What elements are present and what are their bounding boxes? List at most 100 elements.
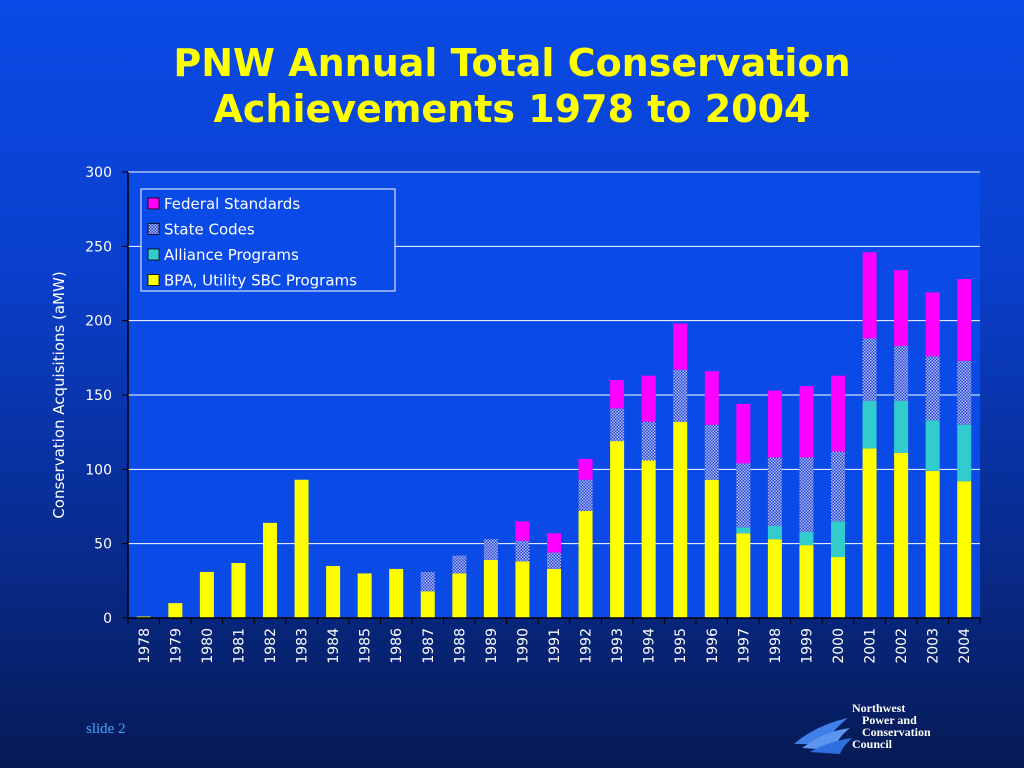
bar-stack-1996 xyxy=(704,371,719,618)
bar-bpa-1992 xyxy=(578,510,593,618)
legend-swatch-bpa xyxy=(147,274,160,286)
bar-state-1992 xyxy=(578,479,593,511)
bar-stack-2002 xyxy=(894,270,909,618)
x-tick-label-1994: 1994 xyxy=(642,628,658,664)
x-tick-label-1983: 1983 xyxy=(295,628,311,664)
x-tick-label-1984: 1984 xyxy=(326,628,342,664)
bar-stack-1997 xyxy=(736,403,751,618)
bar-alliance-1999 xyxy=(799,531,814,546)
bar-stack-1982 xyxy=(263,522,277,618)
bar-bpa-1984 xyxy=(326,565,341,618)
bar-stack-2000 xyxy=(831,375,845,618)
bar-bpa-1986 xyxy=(389,568,404,618)
bar-federal-1999 xyxy=(799,386,814,458)
legend-label-bpa: BPA, Utility SBC Programs xyxy=(164,272,357,290)
x-tick-label-1990: 1990 xyxy=(515,628,531,664)
bar-alliance-2002 xyxy=(894,400,909,453)
bar-alliance-2003 xyxy=(925,420,940,471)
bar-stack-1980 xyxy=(199,571,214,618)
bar-bpa-1985 xyxy=(357,573,372,618)
bar-stack-1992 xyxy=(578,458,593,618)
bar-bpa-1980 xyxy=(199,571,214,618)
y-tick-label-0: 0 xyxy=(103,611,112,627)
bar-stack-1979 xyxy=(168,603,183,618)
bar-bpa-1989 xyxy=(483,560,498,618)
x-tick-label-1985: 1985 xyxy=(358,628,374,664)
bar-bpa-1988 xyxy=(452,573,467,618)
x-tick-label-1982: 1982 xyxy=(263,628,279,664)
legend-swatch-alliance xyxy=(147,248,160,261)
y-tick-label-50: 50 xyxy=(94,537,112,553)
legend-box xyxy=(140,188,396,292)
bar-federal-1996 xyxy=(704,371,719,425)
y-axis-title: Conservation Acquisitions (aMW) xyxy=(50,271,68,518)
bar-alliance-2001 xyxy=(862,400,877,449)
bar-stack-2001 xyxy=(862,252,877,618)
council-name-line-2: Power and xyxy=(862,713,917,727)
bar-state-1988 xyxy=(452,555,467,574)
bar-bpa-1983 xyxy=(294,479,309,618)
legend: Federal Standards State Codes Alliance Pro… xyxy=(140,188,396,292)
x-tick-label-1991: 1991 xyxy=(547,628,563,664)
bar-state-1990 xyxy=(515,540,530,562)
bar-state-1999 xyxy=(799,457,814,532)
x-tick-label-1979: 1979 xyxy=(168,628,184,664)
x-tick-label-1988: 1988 xyxy=(452,628,468,664)
y-tick-label-100: 100 xyxy=(85,462,112,478)
bar-state-2001 xyxy=(862,338,877,401)
bar-bpa-2001 xyxy=(862,448,877,618)
bar-bpa-1979 xyxy=(168,603,183,618)
bar-alliance-2000 xyxy=(831,521,845,558)
bar-federal-1992 xyxy=(578,458,593,480)
bar-state-1989 xyxy=(483,539,498,561)
bar-bpa-1991 xyxy=(547,568,561,618)
council-name-line-3: Conservation xyxy=(862,725,931,739)
axes xyxy=(122,171,980,624)
x-tick-label-2000: 2000 xyxy=(831,628,847,664)
x-tick-label-1980: 1980 xyxy=(200,628,216,664)
bar-stack-1994 xyxy=(641,375,656,618)
x-tick-label-1999: 1999 xyxy=(799,628,815,664)
bar-bpa-1995 xyxy=(673,421,688,618)
x-tick-label-1978: 1978 xyxy=(137,628,153,664)
bar-alliance-2004 xyxy=(957,424,972,482)
bar-bpa-1993 xyxy=(610,441,625,618)
x-tick-label-1998: 1998 xyxy=(768,628,784,664)
bar-state-1991 xyxy=(547,552,561,569)
slide-title: PNW Annual Total Conservation Achievemen… xyxy=(0,40,1024,132)
bar-federal-1994 xyxy=(641,375,656,422)
bar-bpa-2002 xyxy=(894,452,909,618)
bar-bpa-1998 xyxy=(767,539,782,618)
bar-state-1997 xyxy=(736,463,751,528)
x-tick-label-2002: 2002 xyxy=(894,628,910,664)
bar-state-1993 xyxy=(610,408,625,442)
council-name: Northwest Power and Conservation Council xyxy=(852,702,931,750)
x-tick-label-1995: 1995 xyxy=(673,628,689,664)
bar-bpa-1981 xyxy=(231,562,246,618)
legend-label-alliance: Alliance Programs xyxy=(164,246,299,264)
slide-number: slide 2 xyxy=(86,721,126,737)
slide-title-line-1: PNW Annual Total Conservation xyxy=(173,41,851,85)
council-logo-wave-icon xyxy=(794,718,852,754)
bar-federal-2002 xyxy=(894,270,909,346)
bar-stack-1981 xyxy=(231,562,246,618)
y-tick-label-200: 200 xyxy=(85,314,112,330)
bar-federal-2001 xyxy=(862,252,877,339)
bar-stack-1993 xyxy=(610,380,625,618)
bar-bpa-1990 xyxy=(515,561,530,618)
bar-state-1998 xyxy=(767,457,782,526)
x-tick-labels: 1978 1979 1980 1981 1982 1983 1984 1985 1986 1987… xyxy=(137,618,981,664)
bar-stack-1990 xyxy=(515,521,530,618)
bar-stack-1989 xyxy=(483,539,498,618)
bar-stack-1985 xyxy=(357,573,372,618)
legend-swatch-federal xyxy=(147,197,160,210)
bar-stack-1987 xyxy=(420,571,435,618)
bar-stack-1988 xyxy=(452,555,467,618)
bar-federal-1995 xyxy=(673,323,688,370)
bar-bpa-1999 xyxy=(799,545,814,618)
x-tick-label-1996: 1996 xyxy=(705,628,721,664)
bar-bpa-1987 xyxy=(420,591,435,618)
bar-stack-2003 xyxy=(925,292,940,618)
bar-bpa-2000 xyxy=(831,557,845,618)
